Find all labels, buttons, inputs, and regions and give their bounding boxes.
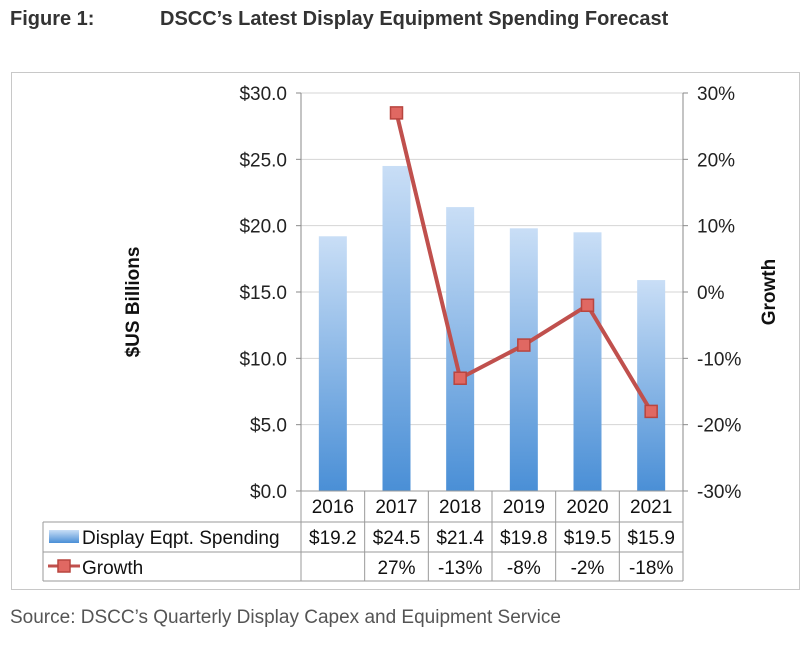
category-label: 2017	[375, 497, 417, 518]
category-label: 2020	[566, 497, 608, 518]
spending-value: $21.4	[436, 528, 484, 549]
growth-marker	[644, 404, 658, 419]
growth-value: -2%	[571, 558, 605, 579]
growth-marker	[580, 298, 595, 313]
growth-marker	[517, 338, 531, 352]
left-tick-label: $20.0	[239, 217, 287, 238]
bar	[573, 232, 602, 492]
left-tick-label: $15.0	[239, 283, 287, 304]
growth-value: -13%	[438, 558, 482, 579]
category-label: 2018	[439, 497, 481, 518]
figure-title: DSCC’s Latest Display Equipment Spending…	[160, 8, 669, 30]
right-tick-label: 10%	[697, 217, 735, 238]
growth-marker	[453, 371, 467, 385]
left-tick-label: $0.0	[250, 482, 287, 503]
y-axis-title: $US Billions	[123, 247, 144, 358]
growth-marker	[389, 106, 404, 120]
growth-value: -8%	[507, 558, 541, 579]
chart-frame: 2016 2017 2018 2019 2020 2021 Display Eqpt. Sp…	[11, 72, 800, 590]
spending-value: $19.2	[309, 528, 357, 549]
left-tick-label: $5.0	[250, 416, 287, 437]
legend-label-spending: Display Eqpt. Spending	[82, 528, 280, 549]
figure-label: Figure 1:	[10, 8, 95, 30]
right-tick-label: 30%	[697, 84, 735, 105]
spending-value: $19.5	[564, 528, 612, 549]
left-tick-label: $30.0	[239, 84, 287, 105]
right-tick-label: -10%	[697, 349, 741, 370]
left-tick-label: $10.0	[239, 349, 287, 370]
left-tick-label: $25.0	[239, 150, 287, 171]
right-tick-label: 0%	[697, 283, 725, 304]
category-label: 2016	[312, 497, 354, 518]
spending-value: $15.9	[627, 528, 675, 549]
spending-value: $19.8	[500, 528, 548, 549]
right-tick-label: -30%	[697, 482, 741, 503]
bar	[637, 280, 666, 491]
legend-label-growth: Growth	[82, 558, 143, 579]
bar	[318, 236, 347, 491]
bar	[382, 165, 411, 491]
y2-axis-title: Growth	[759, 259, 780, 326]
figure-heading: Figure 1: DSCC’s Latest Display Equipmen…	[10, 8, 800, 34]
growth-value: -18%	[629, 558, 673, 579]
legend-marker-growth	[57, 559, 71, 573]
bar	[509, 228, 538, 491]
combo-chart: 2016 2017 2018 2019 2020 2021 Display Eqpt. Sp…	[42, 84, 780, 582]
right-tick-label: 20%	[697, 150, 735, 171]
growth-value: 27%	[377, 558, 415, 579]
source-note: Source: DSCC’s Quarterly Display Capex a…	[10, 607, 561, 628]
legend-swatch-spending	[49, 530, 79, 543]
spending-value: $24.5	[373, 528, 421, 549]
right-tick-label: -20%	[697, 416, 741, 437]
category-label: 2019	[503, 497, 545, 518]
bar	[446, 207, 475, 492]
category-label: 2021	[630, 497, 672, 518]
